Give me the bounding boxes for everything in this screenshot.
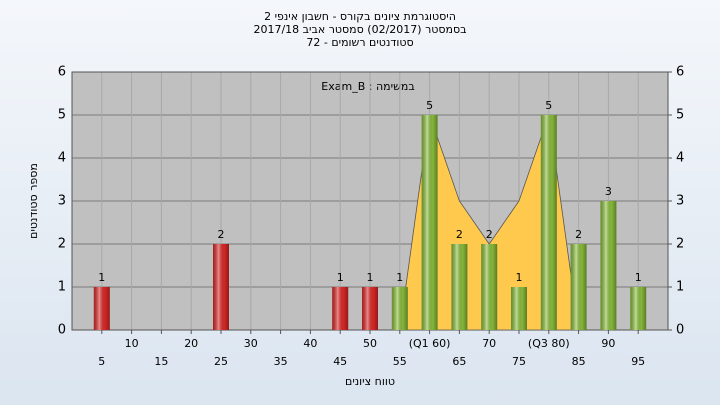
data-label: 2 (218, 228, 225, 241)
chart-title: סטודנטים רשומים - 72 (306, 36, 413, 49)
y-tick-label: 6 (58, 65, 66, 80)
x-axis-label: טווח ציונים (345, 375, 395, 388)
data-label: 2 (575, 228, 582, 241)
x-tick-label: 25 (214, 355, 228, 368)
chart-title: היסטוגרמת ציונים בקורס - חשבון אינפי 2 (264, 10, 456, 23)
y2-tick-label: 4 (676, 151, 684, 166)
data-label: 3 (605, 185, 612, 198)
x-tick-label: 5 (98, 355, 105, 368)
y-tick-label: 2 (58, 237, 66, 252)
y-tick-label: 5 (58, 108, 66, 123)
data-label: 1 (396, 271, 403, 284)
x-tick-label: 50 (363, 337, 377, 350)
data-label: 1 (367, 271, 374, 284)
bar-shine (332, 287, 349, 330)
x-tick-label: 20 (184, 337, 198, 350)
y2-tick-label: 0 (676, 323, 684, 338)
x-tick-label: 10 (125, 337, 139, 350)
x-tick-label: 55 (393, 355, 407, 368)
data-label: 5 (545, 99, 552, 112)
bar-shine (421, 115, 438, 330)
bar-shine (391, 287, 408, 330)
x-tick-label: 70 (482, 337, 496, 350)
data-label: 1 (337, 271, 344, 284)
bar-shine (540, 115, 557, 330)
bar-shine (630, 287, 647, 330)
data-label: 2 (486, 228, 493, 241)
y2-tick-label: 5 (676, 108, 684, 123)
x-tick-label: 40 (303, 337, 317, 350)
y-axis-label: מספר סטודנטים (27, 163, 40, 239)
x-tick-label: 35 (274, 355, 288, 368)
bar-shine (481, 244, 498, 330)
y2-tick-label: 2 (676, 237, 684, 252)
y2-tick-label: 3 (676, 194, 684, 209)
bar-shine (511, 287, 527, 330)
x-tick-label: (Q1 60) (409, 337, 451, 350)
x-tick-label: 95 (631, 355, 645, 368)
y-tick-label: 3 (58, 194, 66, 209)
bar-shine (213, 244, 229, 330)
y-tick-label: 0 (58, 323, 66, 338)
x-tick-label: 85 (572, 355, 586, 368)
bar-shine (93, 287, 110, 330)
bar-shine (600, 201, 617, 330)
x-tick-label: 90 (601, 337, 615, 350)
data-label: 1 (516, 271, 523, 284)
chart-title: בסמסטר (02/2017) סמסטר אביב 2017/18 (253, 23, 466, 36)
y2-tick-label: 1 (676, 280, 684, 295)
bar-shine (570, 244, 587, 330)
y-tick-label: 1 (58, 280, 66, 295)
x-tick-label: 45 (333, 355, 347, 368)
y-tick-label: 4 (58, 151, 66, 166)
y2-tick-label: 6 (676, 65, 684, 80)
data-label: 2 (456, 228, 463, 241)
data-label: 5 (426, 99, 433, 112)
data-label: 1 (635, 271, 642, 284)
bar-shine (362, 287, 378, 330)
x-tick-label: 30 (244, 337, 258, 350)
x-tick-label: (Q3 80) (528, 337, 570, 350)
data-label: 1 (98, 271, 105, 284)
x-tick-label: 75 (512, 355, 526, 368)
bar-shine (451, 244, 468, 330)
annotation: Exam_B : במשימה (321, 80, 414, 93)
x-tick-label: 65 (452, 355, 466, 368)
x-tick-label: 15 (154, 355, 168, 368)
